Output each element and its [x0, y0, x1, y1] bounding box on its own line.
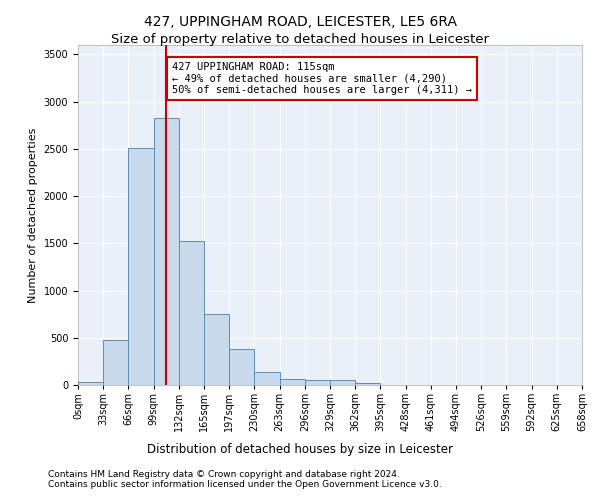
Bar	[305, 380, 330, 385]
Bar	[280, 379, 305, 385]
Text: Contains HM Land Registry data © Crown copyright and database right 2024.: Contains HM Land Registry data © Crown c…	[48, 470, 400, 479]
Text: Size of property relative to detached houses in Leicester: Size of property relative to detached ho…	[111, 32, 489, 46]
Bar	[128, 148, 154, 385]
Bar	[204, 314, 229, 385]
Bar	[103, 340, 128, 385]
Bar	[179, 242, 204, 385]
Bar	[330, 380, 355, 385]
Text: 427, UPPINGHAM ROAD, LEICESTER, LE5 6RA: 427, UPPINGHAM ROAD, LEICESTER, LE5 6RA	[143, 15, 457, 29]
Text: 427 UPPINGHAM ROAD: 115sqm
← 49% of detached houses are smaller (4,290)
50% of s: 427 UPPINGHAM ROAD: 115sqm ← 49% of deta…	[172, 62, 472, 95]
Bar	[229, 348, 254, 385]
Bar	[78, 382, 103, 385]
Y-axis label: Number of detached properties: Number of detached properties	[28, 128, 38, 302]
Text: Contains public sector information licensed under the Open Government Licence v3: Contains public sector information licen…	[48, 480, 442, 489]
Bar	[254, 372, 280, 385]
Bar	[355, 382, 380, 385]
Bar	[154, 118, 179, 385]
Text: Distribution of detached houses by size in Leicester: Distribution of detached houses by size …	[147, 442, 453, 456]
